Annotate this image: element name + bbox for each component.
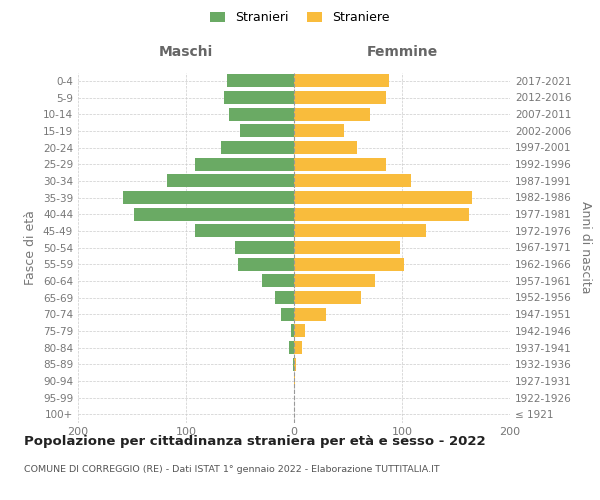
Bar [289, 341, 294, 354]
Bar [294, 208, 469, 220]
Bar [235, 241, 294, 254]
Bar [227, 74, 294, 88]
Bar [262, 274, 294, 287]
Legend: Stranieri, Straniere: Stranieri, Straniere [205, 6, 395, 29]
Bar [229, 108, 294, 120]
Bar [275, 291, 294, 304]
Bar [281, 308, 294, 320]
Bar [294, 91, 386, 104]
Bar [294, 374, 295, 388]
Bar [240, 124, 294, 138]
Bar [294, 324, 305, 338]
Bar [221, 141, 294, 154]
Bar [134, 208, 294, 220]
Bar [294, 174, 410, 188]
Bar [291, 324, 294, 338]
Y-axis label: Fasce di età: Fasce di età [25, 210, 37, 285]
Text: COMUNE DI CORREGGIO (RE) - Dati ISTAT 1° gennaio 2022 - Elaborazione TUTTITALIA.: COMUNE DI CORREGGIO (RE) - Dati ISTAT 1°… [24, 465, 440, 474]
Text: Femmine: Femmine [367, 45, 437, 59]
Bar [238, 258, 294, 270]
Bar [294, 241, 400, 254]
Bar [294, 291, 361, 304]
Y-axis label: Anni di nascita: Anni di nascita [578, 201, 592, 294]
Bar [294, 358, 296, 370]
Bar [124, 191, 294, 204]
Bar [294, 274, 375, 287]
Bar [294, 108, 370, 120]
Bar [294, 224, 426, 237]
Bar [294, 124, 344, 138]
Bar [294, 141, 356, 154]
Bar [294, 158, 386, 170]
Bar [294, 74, 389, 88]
Bar [293, 358, 294, 370]
Bar [194, 224, 294, 237]
Bar [224, 91, 294, 104]
Text: Maschi: Maschi [159, 45, 213, 59]
Text: Popolazione per cittadinanza straniera per età e sesso - 2022: Popolazione per cittadinanza straniera p… [24, 435, 485, 448]
Bar [294, 258, 404, 270]
Bar [294, 308, 326, 320]
Bar [194, 158, 294, 170]
Bar [167, 174, 294, 188]
Bar [294, 191, 472, 204]
Bar [294, 341, 302, 354]
